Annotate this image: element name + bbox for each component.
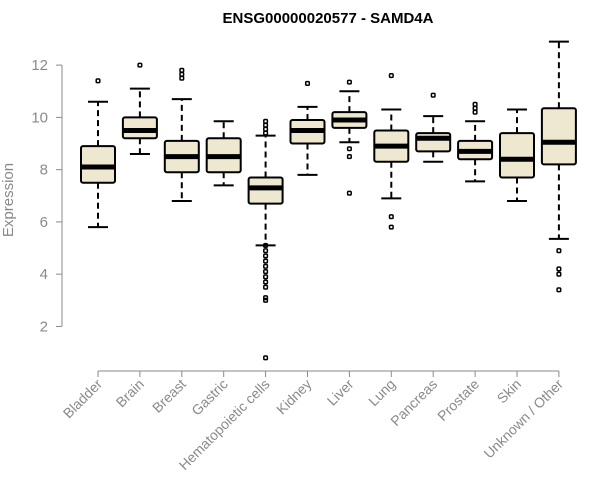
outlier-point [263, 242, 269, 248]
outlier-point [556, 266, 562, 272]
y-tick-label: 10 [31, 109, 48, 126]
x-tick-label: Brain [113, 376, 147, 410]
box-kidney [289, 80, 326, 176]
x-tick-label: Skin [494, 376, 525, 407]
box-lung [373, 73, 410, 230]
outlier-point [556, 287, 562, 293]
outlier-point [263, 295, 269, 301]
outlier-point [388, 224, 394, 230]
outlier-point [472, 109, 478, 115]
iqr-box [247, 176, 284, 205]
outlier-point [346, 190, 352, 196]
outlier-point [263, 253, 269, 259]
y-tick-label: 8 [40, 162, 48, 179]
outlier-point [430, 92, 436, 98]
outlier-point [263, 268, 269, 275]
y-tick-label: 4 [40, 266, 48, 283]
x-tick-label: Breast [149, 376, 189, 416]
boxes-group [80, 40, 577, 361]
y-tick-label: 6 [40, 214, 48, 231]
iqr-box [80, 145, 116, 184]
y-tick-label: 12 [31, 57, 48, 74]
outlier-point [263, 355, 269, 361]
box-hematopoietic-cells [247, 118, 284, 361]
x-tick-label: Unknown / Other [480, 376, 566, 462]
outlier-point [263, 297, 269, 303]
outlier-point [263, 118, 269, 124]
outlier-point [263, 279, 269, 285]
box-bladder [80, 78, 116, 229]
outlier-point [137, 62, 143, 68]
outlier-point [304, 80, 311, 86]
x-tick-label: Kidney [273, 376, 315, 418]
box-unknown-other [540, 40, 577, 293]
outlier-point [179, 67, 185, 73]
box-gastric [205, 120, 242, 187]
box-brain [121, 62, 158, 155]
outlier-point [263, 122, 269, 128]
box-skin [499, 108, 535, 202]
outlier-point [346, 79, 352, 85]
x-tick-label: Lung [365, 376, 398, 409]
outlier-point [263, 263, 269, 269]
x-tick-label: Bladder [60, 376, 106, 422]
outlier-point [263, 284, 269, 290]
y-axis-label: Expression [0, 163, 17, 237]
outlier-point [263, 274, 269, 280]
outlier-point [179, 71, 185, 77]
outlier-point [556, 248, 562, 254]
iqr-box [499, 132, 535, 179]
box-prostate [457, 101, 494, 183]
outlier-point [263, 258, 269, 264]
outlier-point [346, 146, 352, 152]
outlier-point [263, 126, 269, 132]
outlier-point [346, 154, 352, 160]
outlier-point [556, 271, 562, 277]
y-tick-label: 2 [40, 318, 48, 335]
x-tick-label: Prostate [434, 376, 482, 424]
y-axis: 2 4 6 8 10 12 [31, 57, 63, 335]
outlier-point [179, 75, 185, 81]
outlier-point [95, 78, 101, 84]
outlier-point [263, 248, 269, 254]
box-pancreas [415, 92, 452, 163]
outlier-point [388, 73, 394, 79]
outlier-point [472, 101, 478, 107]
chart-title: ENSG00000020577 - SAMD4A [223, 10, 434, 27]
x-tick-label: Liver [324, 376, 357, 409]
outlier-point [388, 214, 394, 220]
outlier-point [263, 130, 269, 136]
x-tick-label: Pancreas [387, 376, 440, 429]
box-liver [331, 79, 368, 196]
box-breast [163, 67, 200, 202]
outlier-point [472, 105, 478, 111]
iqr-box [540, 107, 577, 166]
iqr-box [121, 116, 158, 140]
